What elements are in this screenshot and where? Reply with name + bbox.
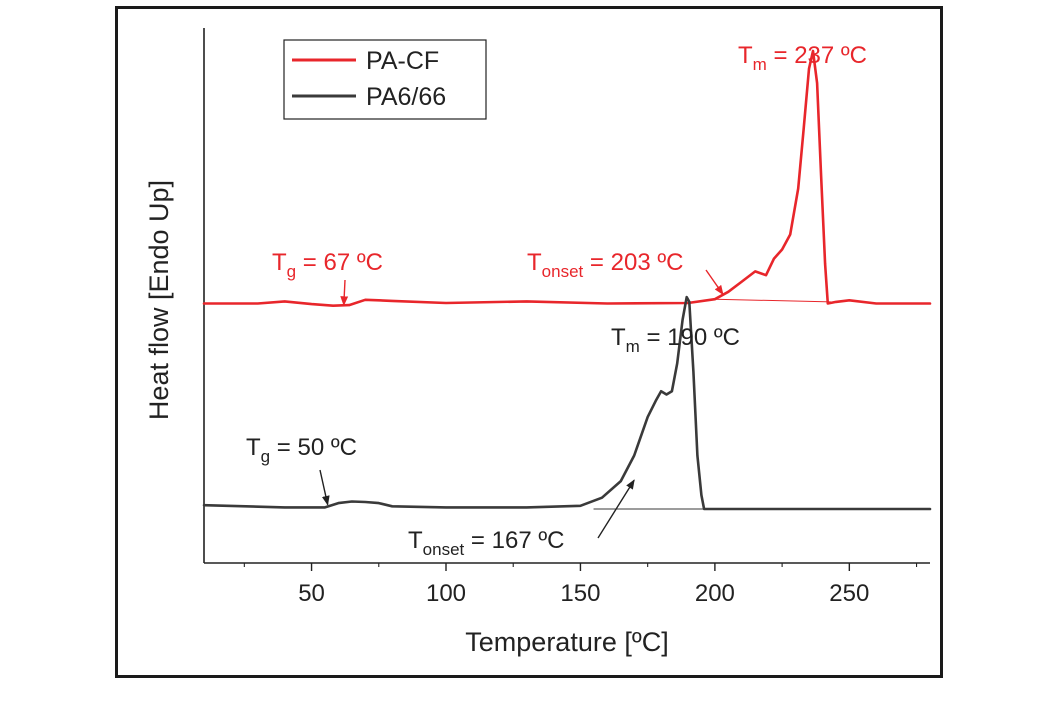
annotation-arrow-tonset_pacf [705,269,724,296]
legend-label-pa-cf: PA-CF [366,47,439,75]
x-axis-title: Temperature [ºC] [465,627,668,657]
annotation-arrow-tonset_pa666 [597,479,635,539]
legend-box [283,39,487,120]
annotation-tonset_pa666: Tonset = 167 ºC [408,527,564,559]
series-line-pa-cf [202,49,932,308]
x-tick-label-100: 100 [426,580,466,607]
annotation-tg_pacf: Tg = 67 ºC [272,249,383,281]
annotation-tm_pacf: Tm = 237 ºC [738,42,867,74]
series-line-pa6-66 [202,295,932,511]
annotation-tg_pa666: Tg = 50 ºC [246,434,357,466]
annotation-arrow-tg_pacf [340,279,349,307]
x-tick-label-150: 150 [560,580,600,607]
x-tick-label-250: 250 [829,580,869,607]
annotation-tonset_pacf: Tonset = 203 ºC [527,249,683,281]
x-tick-label-50: 50 [298,580,325,607]
series-line-pa-cf-baseline [714,298,831,303]
figure-frame [115,6,943,678]
legend-label-pa666: PA6/66 [366,83,446,111]
x-tick-label-200: 200 [695,580,735,607]
legend: PA-CF PA6/66 [283,39,487,120]
y-axis-title: Heat flow [Endo Up] [144,180,174,420]
annotation-arrow-tg_pa666 [319,469,330,506]
annotation-tm_pa666: Tm = 190 ºC [611,324,740,356]
